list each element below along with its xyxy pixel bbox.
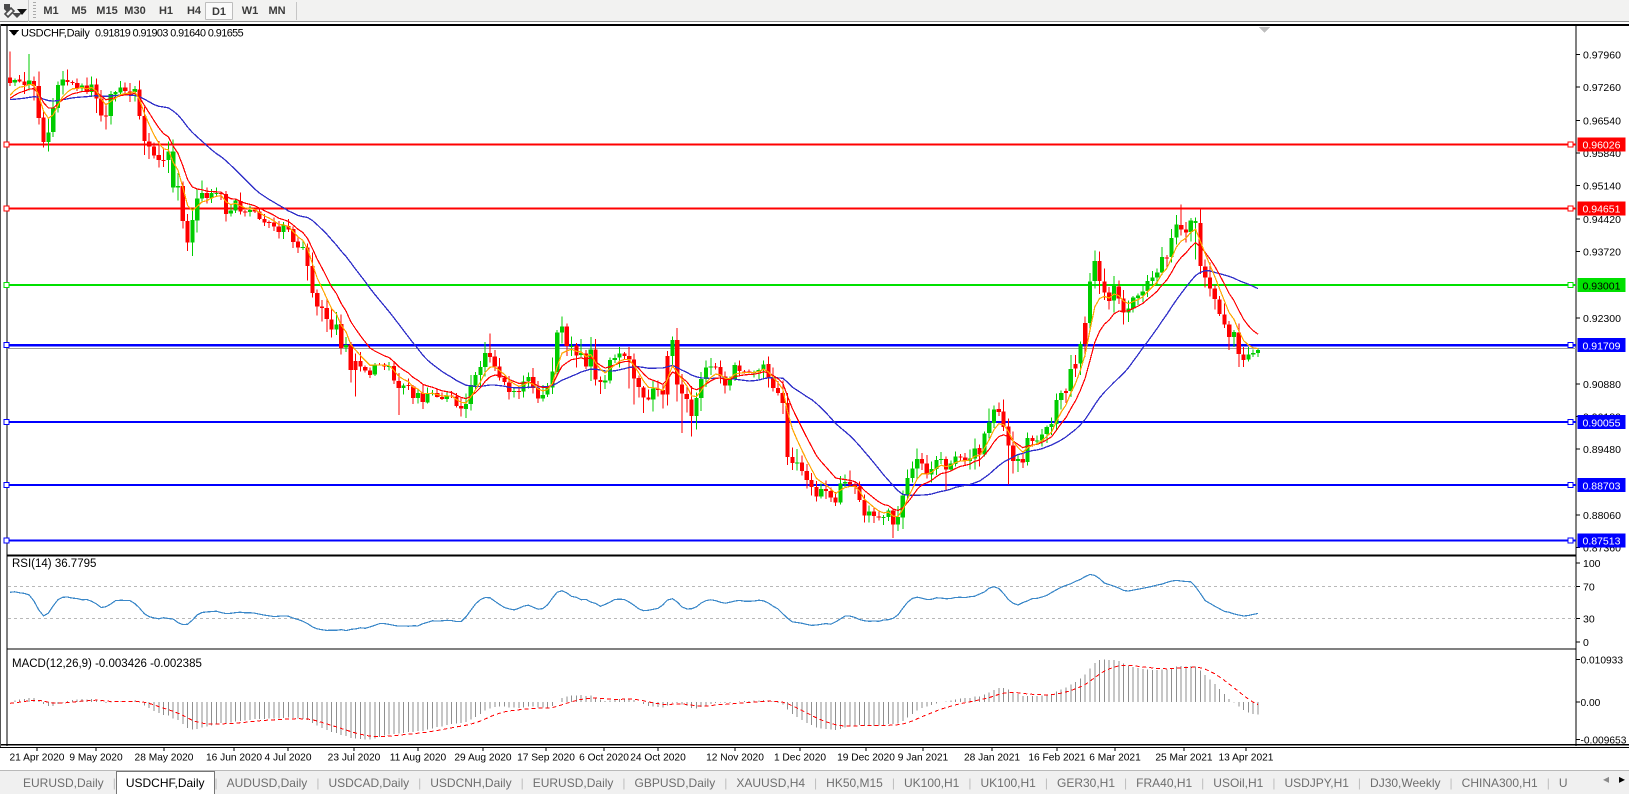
svg-text:0.90880: 0.90880 — [1583, 379, 1621, 391]
svg-text:0.97960: 0.97960 — [1583, 50, 1621, 62]
svg-text:RSI(14) 36.7795: RSI(14) 36.7795 — [12, 558, 96, 570]
svg-text:-0.009653: -0.009653 — [1581, 735, 1627, 746]
svg-text:0.97260: 0.97260 — [1583, 82, 1621, 94]
svg-text:0.95140: 0.95140 — [1583, 181, 1621, 193]
svg-text:0.90055: 0.90055 — [1583, 417, 1621, 429]
svg-text:28 Jan 2021: 28 Jan 2021 — [964, 753, 1020, 764]
svg-text:0.88703: 0.88703 — [1583, 480, 1621, 492]
svg-text:30: 30 — [1583, 613, 1595, 625]
svg-text:25 Mar 2021: 25 Mar 2021 — [1155, 753, 1213, 764]
svg-text:23 Jul 2020: 23 Jul 2020 — [328, 753, 381, 764]
svg-text:21 Apr 2020: 21 Apr 2020 — [10, 753, 65, 764]
svg-text:12 Nov 2020: 12 Nov 2020 — [706, 753, 764, 764]
svg-text:6 Oct 2020: 6 Oct 2020 — [579, 753, 629, 764]
svg-text:0.00: 0.00 — [1581, 698, 1601, 709]
svg-text:0.93720: 0.93720 — [1583, 247, 1621, 259]
svg-text:6 Mar 2021: 6 Mar 2021 — [1089, 753, 1141, 764]
svg-text:4 Jul 2020: 4 Jul 2020 — [264, 753, 311, 764]
svg-text:0.010933: 0.010933 — [1581, 656, 1624, 667]
svg-text:0.87513: 0.87513 — [1583, 536, 1621, 548]
svg-text:0.91709: 0.91709 — [1583, 340, 1621, 352]
svg-text:0.92300: 0.92300 — [1583, 313, 1621, 325]
svg-text:28 May 2020: 28 May 2020 — [135, 753, 194, 764]
svg-text:100: 100 — [1583, 558, 1601, 570]
svg-text:9 Jan 2021: 9 Jan 2021 — [898, 753, 949, 764]
svg-text:24 Oct 2020: 24 Oct 2020 — [630, 753, 686, 764]
svg-text:17 Sep 2020: 17 Sep 2020 — [517, 753, 575, 764]
svg-text:0.96026: 0.96026 — [1583, 140, 1621, 152]
svg-text:9 May 2020: 9 May 2020 — [69, 753, 123, 764]
svg-text:1 Dec 2020: 1 Dec 2020 — [774, 753, 826, 764]
svg-text:13 Apr 2021: 13 Apr 2021 — [1219, 753, 1274, 764]
svg-text:29 Aug 2020: 29 Aug 2020 — [454, 753, 512, 764]
svg-text:MACD(12,26,9) -0.003426 -0.002: MACD(12,26,9) -0.003426 -0.002385 — [12, 658, 202, 670]
svg-text:0.94420: 0.94420 — [1583, 214, 1621, 226]
svg-text:USDCHF,Daily: USDCHF,Daily — [21, 28, 90, 40]
svg-text:16 Feb 2021: 16 Feb 2021 — [1028, 753, 1086, 764]
svg-text:11 Aug 2020: 11 Aug 2020 — [390, 753, 447, 764]
svg-text:0.94651: 0.94651 — [1583, 204, 1621, 216]
svg-text:0.89480: 0.89480 — [1583, 444, 1621, 456]
svg-text:0.96540: 0.96540 — [1583, 116, 1621, 128]
svg-text:16 Jun 2020: 16 Jun 2020 — [206, 753, 262, 764]
svg-text:19 Dec 2020: 19 Dec 2020 — [837, 753, 895, 764]
svg-text:0.91819 0.91903 0.91640 0.9165: 0.91819 0.91903 0.91640 0.91655 — [95, 28, 244, 40]
svg-text:0.93001: 0.93001 — [1583, 280, 1621, 292]
svg-text:0.88060: 0.88060 — [1583, 510, 1621, 522]
svg-text:70: 70 — [1583, 582, 1595, 594]
svg-text:0: 0 — [1583, 637, 1589, 649]
